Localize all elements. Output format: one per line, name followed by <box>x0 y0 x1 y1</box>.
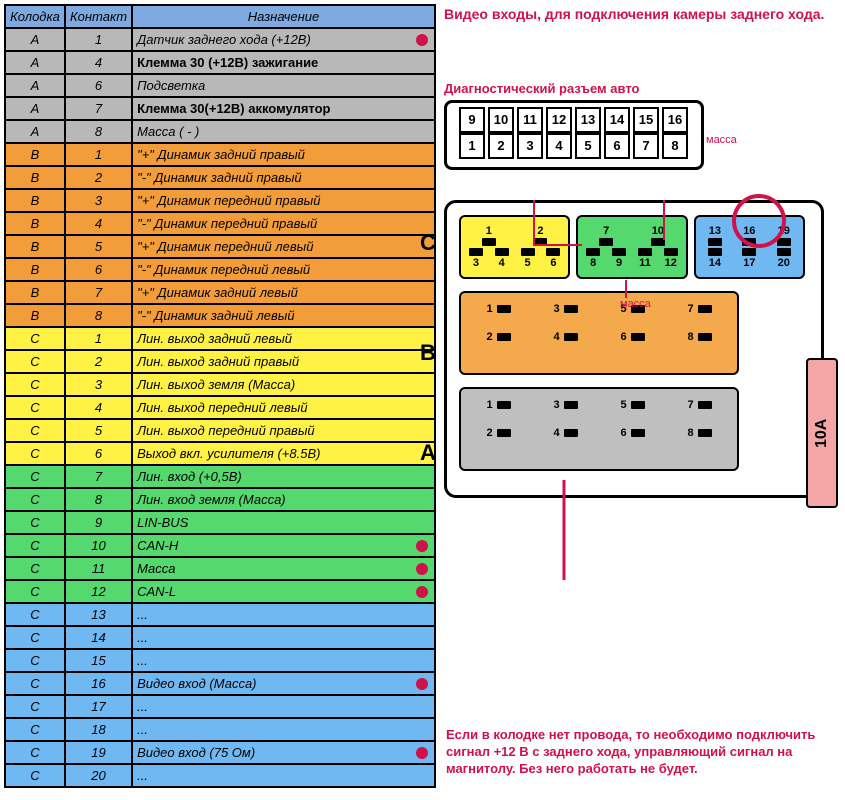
table-row: C6Выход вкл. усилителя (+8.5В) <box>5 442 435 465</box>
table-row: B4"-" Динамик передний правый <box>5 212 435 235</box>
table-row: C5Лин. выход передний правый <box>5 419 435 442</box>
note-diagnostic: Диагностический разъем авто <box>444 81 836 96</box>
table-row: C13... <box>5 603 435 626</box>
table-row: C15... <box>5 649 435 672</box>
table-row: C8Лин. вход земля (Масса) <box>5 488 435 511</box>
table-row: C18... <box>5 718 435 741</box>
table-row: B7"+" Динамик задний левый <box>5 281 435 304</box>
header-contact: Контакт <box>65 5 132 28</box>
diagnostic-connector: 161514131211109 87654321 <box>444 100 704 170</box>
pinout-table: Колодка Контакт Назначение A1Датчик задн… <box>4 4 436 788</box>
table-row: C3Лин. выход земля (Масса) <box>5 373 435 396</box>
label-c: C <box>420 230 436 256</box>
table-row: B5"+" Динамик передний левый <box>5 235 435 258</box>
table-row: C16Видео вход (Масса) <box>5 672 435 695</box>
table-row: B8"-" Динамик задний левый <box>5 304 435 327</box>
fuse-10a: 10A <box>806 358 838 508</box>
table-row: A6Подсветка <box>5 74 435 97</box>
table-row: C7Лин. вход (+0,5В) <box>5 465 435 488</box>
table-row: C1Лин. выход задний левый <box>5 327 435 350</box>
table-row: A1Датчик заднего хода (+12В) <box>5 28 435 51</box>
block-b: 13572468 <box>459 291 739 375</box>
table-row: B6"-" Динамик передний левый <box>5 258 435 281</box>
header-desc: Назначение <box>132 5 435 28</box>
block-c-green: 710891112 <box>576 215 687 279</box>
label-b: B <box>420 340 436 366</box>
table-row: C4Лин. выход передний левый <box>5 396 435 419</box>
block-a: 13572468 <box>459 387 739 471</box>
note-video-inputs: Видео входы, для подключения камеры задн… <box>444 6 836 23</box>
block-c-yellow: 123456 <box>459 215 570 279</box>
table-row: A4Клемма 30 (+12В) зажигание <box>5 51 435 74</box>
table-row: B3"+" Динамик передний правый <box>5 189 435 212</box>
table-row: C10CAN-H <box>5 534 435 557</box>
massa-label-2: масса <box>620 298 651 310</box>
table-row: C19Видео вход (75 Ом) <box>5 741 435 764</box>
table-row: A8Масса ( - ) <box>5 120 435 143</box>
table-row: B1"+" Динамик задний правый <box>5 143 435 166</box>
label-a: A <box>420 440 436 466</box>
table-row: C14... <box>5 626 435 649</box>
table-row: C2Лин. выход задний правый <box>5 350 435 373</box>
table-row: C9LIN-BUS <box>5 511 435 534</box>
table-row: C11Масса <box>5 557 435 580</box>
massa-label-1: масса <box>706 134 737 146</box>
note-bottom: Если в колодке нет провода, то необходим… <box>446 727 836 778</box>
table-row: C20... <box>5 764 435 787</box>
table-row: C12CAN-L <box>5 580 435 603</box>
table-row: C17... <box>5 695 435 718</box>
header-block: Колодка <box>5 5 65 28</box>
table-row: A7Клемма 30(+12В) аккомулятор <box>5 97 435 120</box>
table-row: B2"-" Динамик задний правый <box>5 166 435 189</box>
highlight-circle <box>732 194 786 248</box>
